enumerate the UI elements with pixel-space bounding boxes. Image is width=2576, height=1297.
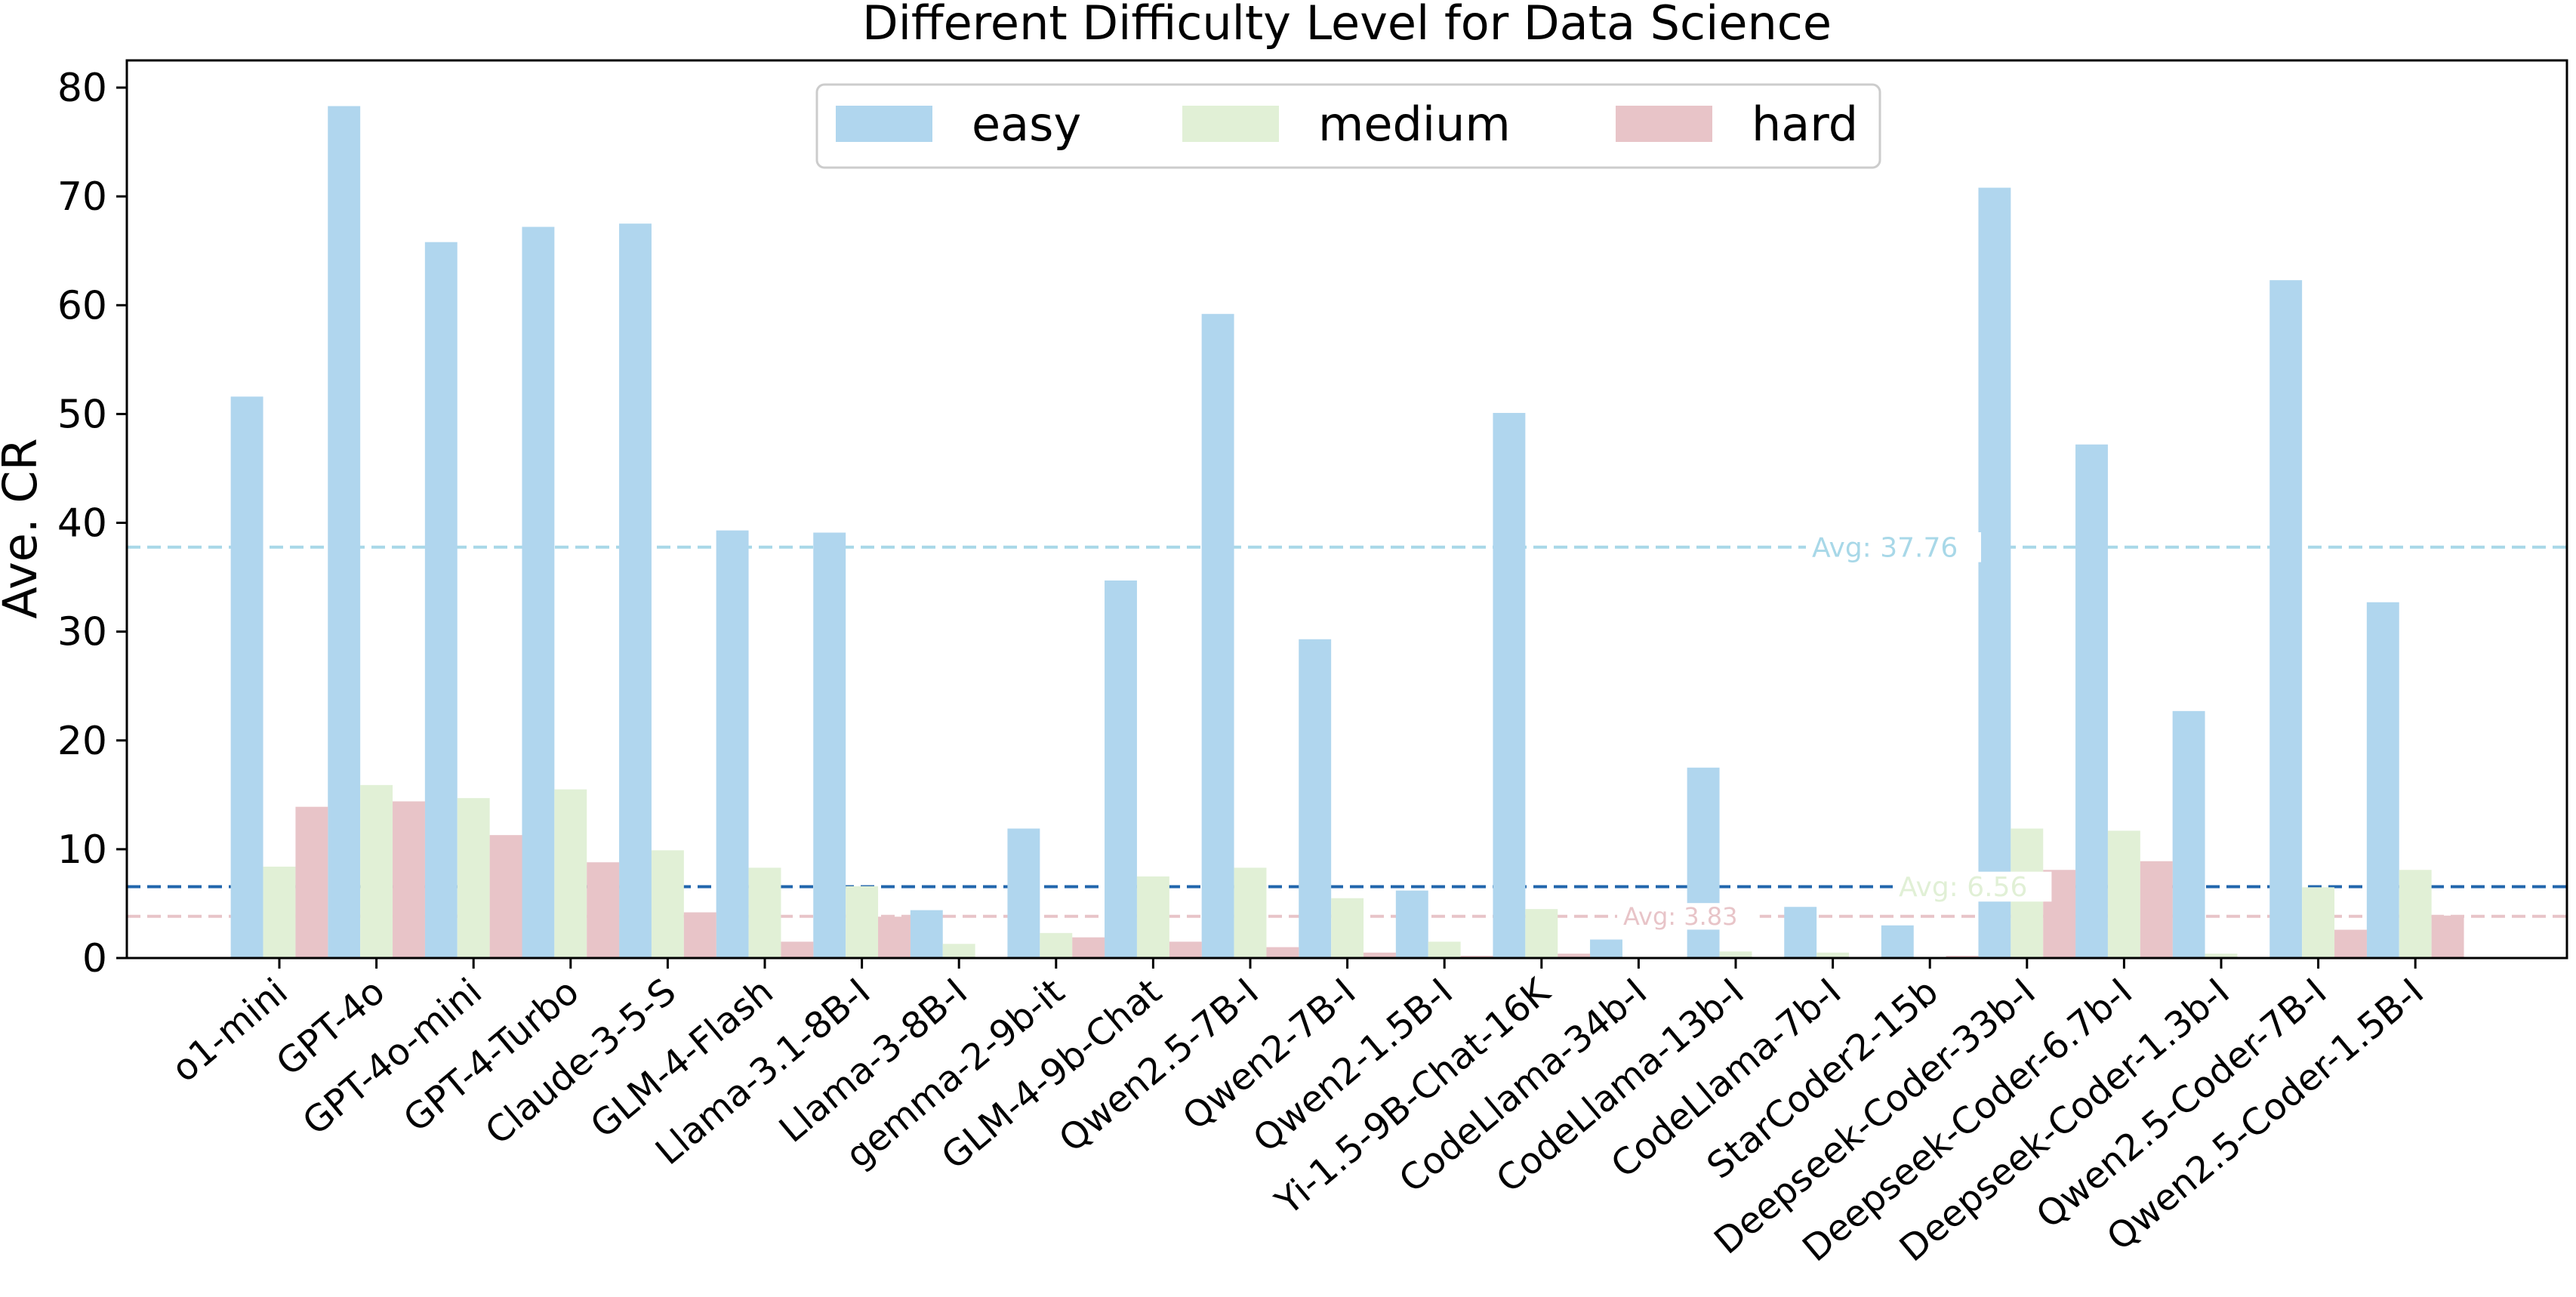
bar-medium [2205,953,2238,958]
bar-easy [1590,939,1622,958]
bar-medium [1040,932,1073,958]
bar-medium [1719,951,1752,958]
y-tick-label: 20 [57,719,107,764]
bar-easy [1395,890,1428,958]
bar-medium [1331,898,1364,958]
bar-easy [910,910,943,958]
bar-easy [1105,580,1137,958]
bar-easy [1007,828,1040,958]
bar-easy [230,396,263,958]
bar-hard [2140,861,2173,958]
bar-medium [457,798,490,958]
bar-hard [489,835,522,958]
bar-medium [2302,887,2335,958]
bar-easy [1881,925,1914,958]
bar-medium [360,784,393,958]
chart-title: Different Difficulty Level for Data Scie… [862,0,1832,51]
bar-easy [813,532,846,958]
bars: Avg: 37.76 Avg: 6.56 Avg: 3.83 [230,106,2464,959]
bar-hard [2334,929,2367,958]
bar-medium [2107,830,2140,958]
bar-easy [1299,639,1332,958]
bar-hard [393,801,425,958]
bar-medium [1525,909,1558,958]
bar-easy [1493,412,1526,958]
bar-easy [1784,907,1817,958]
bar-easy [424,242,458,958]
average-label-bg [1806,531,1981,562]
bar-hard [683,912,716,958]
y-tick-label: 50 [57,392,107,437]
bar-easy [1201,313,1234,958]
legend-swatch-hard [1616,106,1712,142]
y-tick-label: 60 [57,283,107,328]
average-label-bg [1893,871,2052,902]
average-label-medium: Avg: 6.56 [1893,871,2052,903]
bar-medium [1428,941,1461,958]
bar-medium [942,944,975,958]
bar-easy [2366,602,2399,958]
bar-hard [1266,947,1299,958]
y-axis: 0 10 20 30 40 50 60 70 80 [57,66,127,981]
bar-medium [263,866,296,958]
bar-hard [878,917,911,958]
average-label-text: Avg: 37.76 [1812,532,1958,563]
bar-easy [328,106,361,959]
average-label-easy: Avg: 37.76 [1806,531,1981,563]
plot-frame [125,59,2568,960]
legend-swatch-medium [1182,106,1279,142]
y-tick-label: 30 [57,610,107,655]
bar-hard [1169,941,1202,958]
bar-easy [2172,710,2205,958]
bar-hard [781,941,814,958]
y-tick-label: 10 [57,827,107,873]
y-tick-label: 70 [57,174,107,220]
x-axis: o1-miniGPT-4oGPT-4o-miniGPT-4-TurboClaud… [164,958,2432,1270]
legend-box [815,83,1881,169]
bar-medium [748,867,781,958]
bar-medium [1816,952,1850,958]
average-label-text: Avg: 3.83 [1623,902,1737,931]
legend-label-medium: medium [1318,97,1511,152]
y-axis-label: Ave. CR [0,438,48,618]
bar-easy [2269,280,2303,958]
average-label-text: Avg: 6.56 [1899,872,2027,903]
bar-medium [651,850,684,958]
legend: easy medium hard [815,83,1881,169]
average-label-bg [1617,903,1760,930]
bar-medium [2399,870,2432,958]
bar-medium [554,789,587,958]
bar-medium [1136,876,1169,958]
bar-easy [716,530,749,958]
y-tick-label: 0 [82,936,107,981]
bar-hard [587,862,620,958]
bar-easy [619,223,652,958]
y-tick-label: 40 [57,501,107,547]
average-label-hard: Avg: 3.83 [1617,902,1760,931]
bar-hard [1558,953,1591,958]
legend-swatch-easy [836,106,932,142]
legend-label-easy: easy [972,97,1081,152]
bar-medium [846,886,879,958]
legend-label-hard: hard [1752,97,1858,152]
x-tick-label: o1-mini [164,970,296,1090]
bar-easy [522,226,555,958]
bar-easy [2075,444,2108,958]
bar-hard [2431,915,2464,958]
bar-medium [1234,867,1267,958]
bar-easy [1978,187,2011,958]
bar-hard [1072,937,1105,958]
y-tick-label: 80 [57,66,107,111]
bar-hard [295,806,328,958]
bar-hard [1363,952,1396,958]
